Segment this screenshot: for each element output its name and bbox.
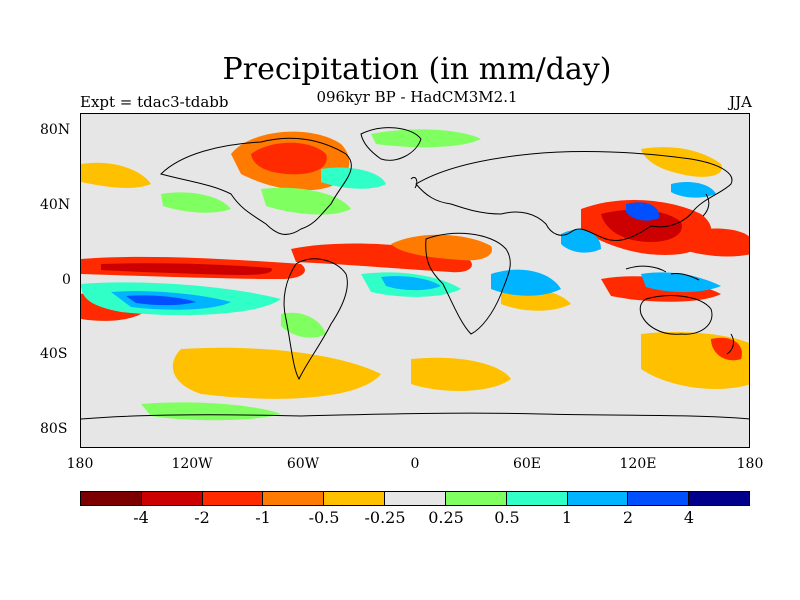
map-svg xyxy=(81,127,749,421)
chart-title: Precipitation (in mm/day) xyxy=(222,52,612,87)
anomaly-dry-north-pacific xyxy=(81,162,151,188)
colorbar-swatch-9 xyxy=(628,492,690,505)
anomaly-wet-north-pacific xyxy=(161,192,231,213)
anomaly-wet-southern-ocean xyxy=(141,402,281,421)
colorbar-tick-1: 1 xyxy=(561,508,573,527)
season-label: JJA xyxy=(729,93,752,111)
colorbar-tick-neg-1: -1 xyxy=(255,508,271,527)
coastline-eurasia xyxy=(415,151,733,241)
anomaly-wet-indian-ocean xyxy=(491,269,561,296)
lat-tick-40s: 40S xyxy=(40,346,68,362)
precipitation-map xyxy=(80,113,750,448)
lat-tick-80n: 80N xyxy=(40,122,71,138)
coastline-japan xyxy=(702,193,710,217)
anomaly-wet-south-pacific-deep xyxy=(126,295,196,306)
lon-tick-120w: 120W xyxy=(171,456,213,472)
lon-tick-180e: 180 xyxy=(736,456,764,472)
anomaly-dry-pacific-equator-core xyxy=(101,263,272,275)
coastline-north-america xyxy=(160,137,352,235)
anomaly-wet-atlantic-north xyxy=(261,187,351,215)
coastline-indonesia xyxy=(625,265,700,281)
colorbar-tick-0-5: 0.5 xyxy=(494,508,520,527)
lat-tick-0: 0 xyxy=(62,272,71,288)
anomaly-wet-india xyxy=(561,229,601,253)
colorbar-swatch-5 xyxy=(385,492,446,505)
anomaly-wet-north-atlantic-subpolar xyxy=(321,167,386,189)
experiment-label: Expt = tdac3-tdabb xyxy=(80,93,229,111)
lat-tick-80s: 80S xyxy=(40,421,68,437)
colorbar-swatch-8 xyxy=(567,492,629,505)
colorbar-swatch-0 xyxy=(81,492,142,505)
anomaly-wet-japan-sea xyxy=(671,182,716,198)
colorbar-tick-2: 2 xyxy=(622,508,634,527)
colorbar-swatch-1 xyxy=(141,492,203,505)
colorbar-tick-neg-0-5: -0.5 xyxy=(308,508,340,527)
coastlines xyxy=(81,127,749,420)
lon-tick-120e: 120E xyxy=(619,456,657,472)
lon-tick-60w: 60W xyxy=(286,456,320,472)
anomaly-dry-australia-east xyxy=(711,337,742,361)
colorbar-tick-4: 4 xyxy=(683,508,695,527)
anomaly-dry-west-pacific xyxy=(681,228,749,257)
colorbar-tick-neg-0-25: -0.25 xyxy=(364,508,406,527)
anomaly-wet-south-america xyxy=(281,312,326,338)
coastline-antarctica xyxy=(81,412,749,420)
anomaly-wet-maritime-continent xyxy=(641,272,721,293)
coastline-new-zealand xyxy=(726,333,735,355)
anomaly-fields xyxy=(81,129,749,421)
colorbar-tick-neg-2: -2 xyxy=(194,508,210,527)
colorbar-swatch-6 xyxy=(445,492,507,505)
lon-tick-0: 0 xyxy=(410,456,420,472)
coastline-australia xyxy=(639,295,713,335)
anomaly-dry-southern-ocean-2 xyxy=(411,357,511,391)
coastline-africa xyxy=(425,232,511,335)
coastline-south-america xyxy=(283,258,348,381)
lon-tick-60e: 60E xyxy=(512,456,542,472)
anomaly-wet-tropical-atlantic-core xyxy=(381,276,441,291)
colorbar-swatch-7 xyxy=(506,492,568,505)
coastline-uk xyxy=(410,176,418,189)
colorbar-swatch-10 xyxy=(689,492,749,505)
lat-tick-40n: 40N xyxy=(40,197,71,213)
colorbar-tick-neg-4: -4 xyxy=(133,508,149,527)
lon-tick-180w: 180 xyxy=(66,456,94,472)
chart-subtitle: 096kyr BP - HadCM3M2.1 xyxy=(316,88,518,106)
anomaly-wet-arctic xyxy=(371,129,481,148)
colorbar-swatch-3 xyxy=(263,492,325,505)
anomaly-dry-north-america-core xyxy=(251,142,327,175)
anomaly-wet-china xyxy=(626,202,660,221)
anomaly-dry-sahel xyxy=(391,234,492,261)
colorbar xyxy=(80,491,750,506)
anomaly-dry-southern-ocean-1 xyxy=(172,347,381,399)
colorbar-swatch-4 xyxy=(324,492,386,505)
coastline-greenland xyxy=(360,127,422,161)
colorbar-swatch-2 xyxy=(202,492,264,505)
colorbar-tick-0-25: 0.25 xyxy=(428,508,464,527)
anomaly-dry-asia-monsoon-core xyxy=(601,209,682,242)
anomaly-dry-east-asia xyxy=(641,147,722,177)
